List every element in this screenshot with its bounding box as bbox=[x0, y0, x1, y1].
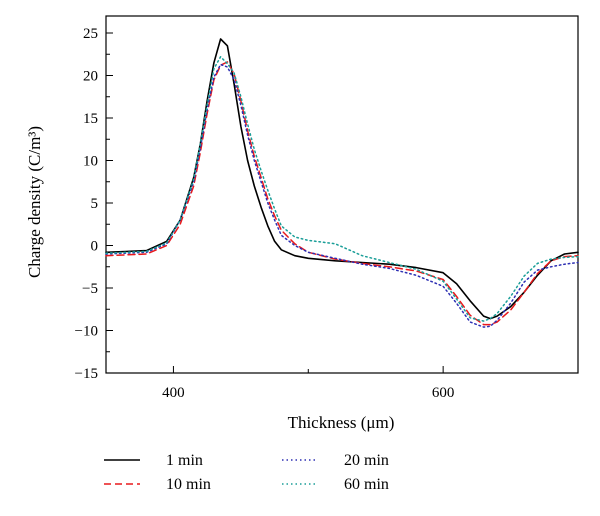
legend-label: 1 min bbox=[166, 452, 203, 469]
legend-label: 10 min bbox=[166, 476, 211, 493]
y-tick-label: −15 bbox=[75, 366, 98, 382]
x-tick-label: 600 bbox=[432, 385, 455, 401]
series-line-1-min bbox=[105, 38, 579, 320]
y-tick-label: 15 bbox=[83, 111, 98, 127]
series-line-20-min bbox=[105, 63, 579, 328]
series-line-10-min bbox=[105, 61, 579, 326]
plot-frame bbox=[105, 15, 579, 374]
y-tick-label: 5 bbox=[91, 196, 99, 212]
tick-labels: −15 −10 −5 0 5 10 15 20 25 400 600 bbox=[75, 26, 455, 401]
y-tick-label: 0 bbox=[91, 239, 99, 255]
axes bbox=[105, 15, 579, 374]
legend-label: 60 min bbox=[344, 476, 389, 493]
x-axis-label: Thickness (μm) bbox=[288, 413, 395, 432]
y-tick-label: 20 bbox=[83, 69, 98, 85]
y-tick-label: −5 bbox=[82, 281, 98, 297]
y-tick-label: 25 bbox=[83, 26, 98, 42]
x-tick-label: 400 bbox=[162, 385, 185, 401]
y-tick-label: −10 bbox=[75, 324, 98, 340]
series-lines bbox=[105, 38, 579, 328]
y-tick-label: 10 bbox=[83, 154, 98, 170]
y-axis-label: Charge density (C/m³) bbox=[25, 126, 44, 278]
legend: 1 min 10 min 20 min 60 min bbox=[104, 452, 389, 493]
series-line-60-min bbox=[105, 56, 579, 322]
legend-label: 20 min bbox=[344, 452, 389, 469]
